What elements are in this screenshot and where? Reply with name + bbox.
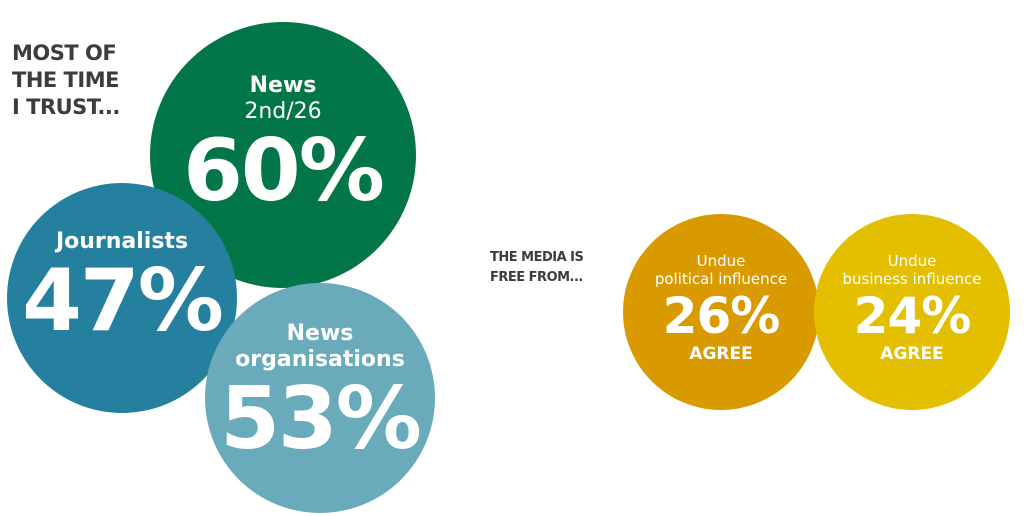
business-value: 24%	[853, 287, 972, 345]
trust-heading-line: MOST OF	[12, 41, 117, 65]
trust-heading: MOST OF THE TIME I TRUST...	[12, 40, 120, 121]
media-heading-line: THE MEDIA IS	[490, 250, 584, 265]
news-value: 60%	[183, 121, 385, 221]
political-value: 26%	[662, 287, 781, 345]
business-label: Undue	[887, 252, 937, 270]
business-label: business influence	[842, 270, 982, 288]
political-label: political influence	[654, 270, 788, 288]
news-organisations-label: News	[286, 321, 354, 346]
journalists-bubble: Journalists 47%	[7, 183, 237, 413]
news-organisations-value: 53%	[220, 369, 422, 469]
journalists-value: 47%	[22, 251, 224, 351]
media-heading: THE MEDIA IS FREE FROM...	[490, 248, 584, 288]
news-label: News	[249, 73, 317, 98]
news-organisations-label: organisations	[235, 347, 405, 372]
news-organisations-bubble: News organisations 53%	[205, 283, 435, 513]
news-rank: 2nd/26	[244, 99, 322, 124]
political-label: Undue	[696, 252, 746, 270]
political-influence-bubble: Undue political influence 26% AGREE	[623, 214, 819, 410]
business-influence-bubble: Undue business influence 24% AGREE	[814, 214, 1010, 410]
media-heading-line: FREE FROM...	[490, 270, 583, 285]
business-agree: AGREE	[880, 344, 944, 364]
journalists-label: Journalists	[55, 229, 189, 254]
political-agree: AGREE	[689, 344, 753, 364]
trust-heading-line: I TRUST...	[12, 95, 120, 119]
trust-heading-line: THE TIME	[12, 68, 119, 92]
